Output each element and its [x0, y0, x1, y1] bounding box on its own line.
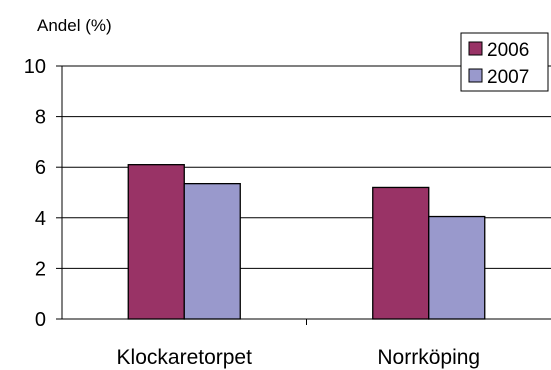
legend-label: 2007 [487, 67, 529, 88]
bars [127, 164, 486, 320]
axes [56, 65, 551, 325]
bar-2006-0 [127, 164, 185, 320]
y-tick-label: 6 [35, 157, 46, 179]
tick-labels: 0 2 4 6 8 10 Klockaretorpet Norrköping [24, 56, 480, 369]
legend-swatch [468, 41, 483, 56]
legend: 2006 2007 [460, 32, 549, 92]
y-tick-label: 8 [35, 107, 46, 129]
legend-swatch [468, 68, 483, 83]
y-tick-label: 10 [24, 56, 46, 78]
x-tick-label: Klockaretorpet [117, 346, 253, 369]
bar-2007-0 [183, 182, 241, 320]
y-tick-label: 0 [35, 309, 46, 331]
y-axis-label: Andel (%) [37, 16, 112, 35]
y-tick-label: 2 [35, 258, 46, 280]
x-tick-label: Norrköping [377, 346, 480, 369]
y-tick-label: 4 [35, 208, 46, 230]
legend-label: 2006 [487, 40, 529, 61]
bar-2006-1 [372, 186, 430, 320]
bar-2007-1 [428, 215, 486, 320]
